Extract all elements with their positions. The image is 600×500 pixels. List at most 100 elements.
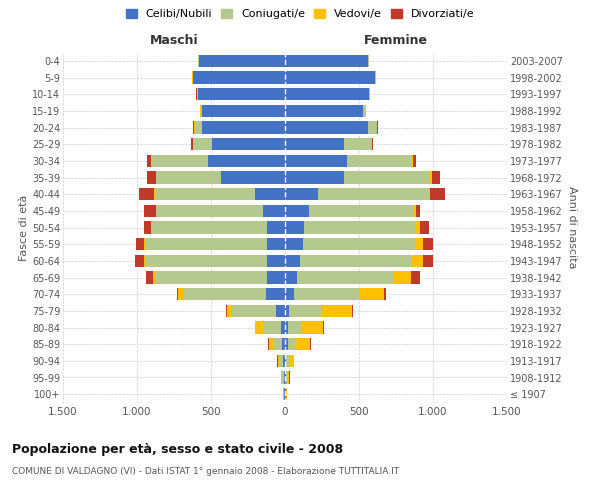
Text: Maschi: Maschi — [149, 34, 199, 48]
Bar — [193, 71, 285, 84]
Bar — [151, 221, 152, 234]
Bar — [276, 304, 285, 317]
Bar — [278, 354, 280, 367]
Bar — [177, 288, 178, 300]
Bar — [197, 88, 285, 101]
Bar — [284, 388, 285, 400]
Bar — [199, 54, 285, 67]
Bar — [322, 304, 352, 317]
Bar — [212, 138, 285, 150]
Bar — [422, 238, 433, 250]
Bar — [285, 238, 303, 250]
Bar — [285, 138, 344, 150]
Bar — [152, 154, 208, 167]
Bar — [155, 204, 156, 217]
Bar — [285, 288, 294, 300]
Bar — [344, 171, 430, 183]
Bar — [263, 204, 285, 217]
Bar — [273, 338, 282, 350]
Bar — [430, 188, 445, 200]
Text: Femmine: Femmine — [364, 34, 428, 48]
Bar — [227, 304, 232, 317]
Bar — [282, 371, 284, 384]
Bar — [178, 288, 183, 300]
Bar — [156, 171, 221, 183]
Bar — [193, 138, 212, 150]
Bar — [415, 238, 422, 250]
Bar — [183, 288, 266, 300]
Bar — [384, 288, 386, 300]
Bar — [285, 204, 308, 217]
Bar — [285, 88, 370, 101]
Bar — [304, 221, 415, 234]
Bar — [254, 322, 256, 334]
Bar — [267, 238, 285, 250]
Bar — [281, 322, 285, 334]
Bar — [146, 254, 267, 267]
Bar — [285, 154, 347, 167]
Bar — [268, 338, 269, 350]
Bar — [415, 221, 419, 234]
Bar — [285, 71, 375, 84]
Bar — [285, 271, 297, 284]
Bar — [285, 171, 344, 183]
Bar — [288, 338, 295, 350]
Bar — [310, 338, 311, 350]
Bar — [284, 371, 285, 384]
Bar — [146, 238, 267, 250]
Bar — [416, 204, 421, 217]
Bar — [256, 188, 285, 200]
Bar — [136, 238, 145, 250]
Bar — [155, 171, 156, 183]
Bar — [135, 254, 143, 267]
Bar — [375, 71, 376, 84]
Bar — [156, 204, 263, 217]
Bar — [283, 354, 285, 367]
Bar — [208, 154, 285, 167]
Bar — [191, 138, 193, 150]
Bar — [422, 254, 433, 267]
Bar — [301, 322, 323, 334]
Bar — [413, 154, 416, 167]
Bar — [295, 338, 310, 350]
Legend: Celibi/Nubili, Coniugati/e, Vedovi/e, Divorziati/e: Celibi/Nubili, Coniugati/e, Vedovi/e, Di… — [122, 6, 478, 22]
Bar — [347, 154, 412, 167]
Bar — [193, 121, 194, 134]
Bar — [428, 188, 430, 200]
Bar — [317, 188, 428, 200]
Bar — [300, 254, 412, 267]
Bar — [364, 104, 365, 117]
Bar — [285, 388, 286, 400]
Bar — [344, 138, 371, 150]
Bar — [266, 288, 285, 300]
Bar — [155, 188, 256, 200]
Bar — [285, 221, 304, 234]
Bar — [152, 221, 267, 234]
Bar — [285, 254, 300, 267]
Bar — [267, 271, 285, 284]
Bar — [412, 254, 422, 267]
Bar — [232, 304, 276, 317]
Bar — [226, 304, 227, 317]
Bar — [303, 238, 415, 250]
Bar — [269, 338, 273, 350]
Bar — [200, 104, 202, 117]
Bar — [263, 322, 281, 334]
Bar — [285, 371, 286, 384]
Bar — [146, 154, 151, 167]
Bar — [256, 322, 263, 334]
Bar — [282, 338, 285, 350]
Y-axis label: Fasce di età: Fasce di età — [19, 194, 29, 260]
Bar — [285, 104, 364, 117]
Bar — [267, 221, 285, 234]
Bar — [285, 304, 289, 317]
Bar — [280, 354, 283, 367]
Text: Popolazione per età, sesso e stato civile - 2008: Popolazione per età, sesso e stato civil… — [12, 442, 343, 456]
Bar — [289, 304, 322, 317]
Bar — [352, 304, 353, 317]
Bar — [281, 371, 282, 384]
Bar — [286, 354, 289, 367]
Bar — [156, 271, 267, 284]
Bar — [288, 371, 289, 384]
Bar — [285, 121, 368, 134]
